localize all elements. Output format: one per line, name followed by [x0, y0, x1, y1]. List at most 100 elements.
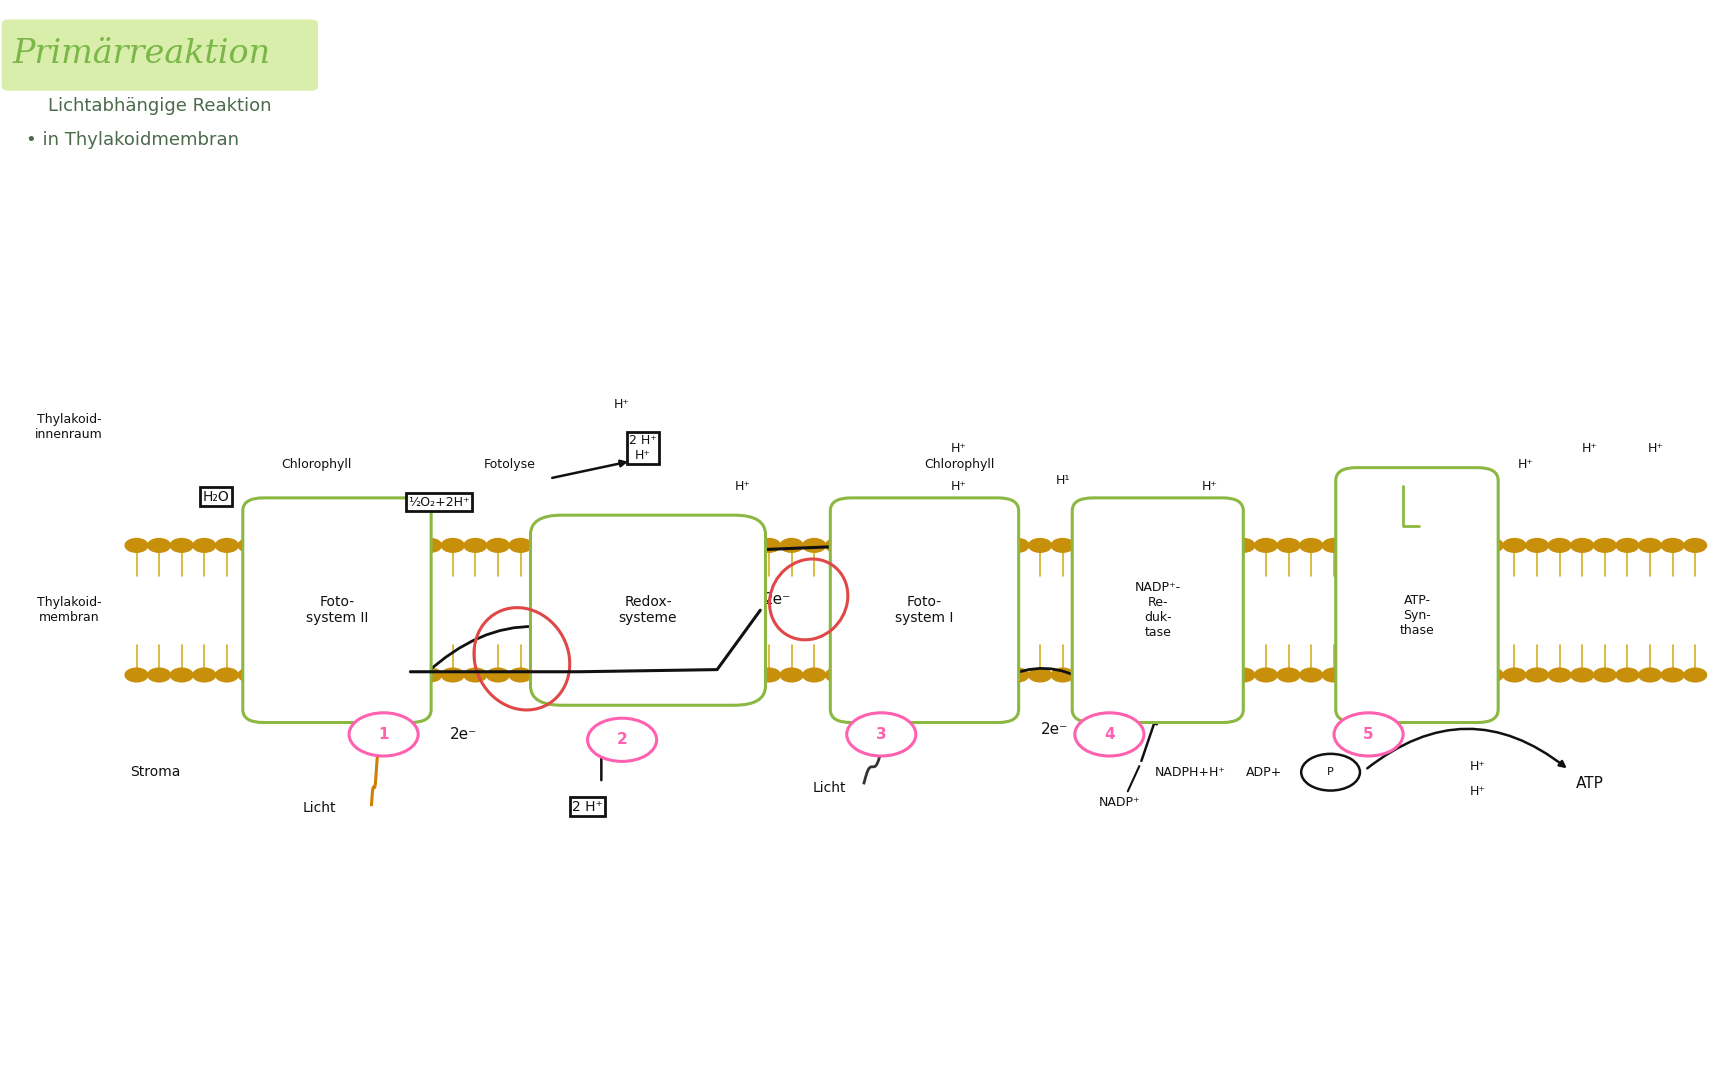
Circle shape: [1163, 538, 1187, 553]
Circle shape: [237, 667, 261, 683]
FancyBboxPatch shape: [1336, 468, 1498, 723]
Circle shape: [961, 538, 985, 553]
Circle shape: [757, 667, 781, 683]
Circle shape: [508, 538, 532, 553]
Circle shape: [1118, 667, 1142, 683]
Text: 2: 2: [617, 732, 627, 747]
Text: H⁺: H⁺: [1581, 442, 1598, 455]
Circle shape: [645, 667, 669, 683]
FancyBboxPatch shape: [2, 19, 318, 91]
Text: 2 H⁺: 2 H⁺: [572, 800, 603, 813]
Circle shape: [463, 667, 487, 683]
Circle shape: [259, 538, 283, 553]
Circle shape: [734, 538, 759, 553]
Text: ½O₂+2H⁺: ½O₂+2H⁺: [408, 496, 470, 509]
Circle shape: [1502, 667, 1526, 683]
Circle shape: [824, 538, 848, 553]
Text: H⁺: H⁺: [734, 480, 752, 492]
Circle shape: [373, 538, 397, 553]
Circle shape: [1255, 667, 1279, 683]
Circle shape: [1185, 538, 1210, 553]
Circle shape: [1028, 667, 1052, 683]
FancyBboxPatch shape: [831, 498, 1020, 723]
Circle shape: [1593, 538, 1617, 553]
Circle shape: [553, 667, 577, 683]
Circle shape: [486, 667, 510, 683]
Text: Chlorophyll: Chlorophyll: [282, 458, 351, 471]
Text: NADP⁺-
Re-
duk-
tase: NADP⁺- Re- duk- tase: [1135, 581, 1180, 639]
Text: Foto-
system II: Foto- system II: [306, 595, 368, 625]
Circle shape: [1073, 667, 1097, 683]
Circle shape: [802, 667, 826, 683]
Circle shape: [1163, 667, 1187, 683]
Circle shape: [1479, 667, 1503, 683]
Text: 2e⁻: 2e⁻: [764, 592, 791, 607]
Text: Licht: Licht: [812, 782, 847, 795]
Text: Fotolyse: Fotolyse: [484, 458, 536, 471]
Circle shape: [734, 667, 759, 683]
Circle shape: [983, 538, 1007, 553]
Circle shape: [530, 538, 555, 553]
Text: H⁺: H⁺: [950, 442, 968, 455]
Circle shape: [1389, 667, 1414, 683]
Text: 1: 1: [378, 727, 389, 742]
Text: H⁺: H⁺: [1647, 442, 1664, 455]
Text: NADP⁺: NADP⁺: [1099, 796, 1140, 809]
Circle shape: [600, 538, 624, 553]
Circle shape: [508, 667, 532, 683]
Circle shape: [192, 667, 216, 683]
Text: Foto-
system I: Foto- system I: [895, 595, 954, 625]
Circle shape: [349, 713, 418, 756]
Circle shape: [1616, 667, 1640, 683]
Circle shape: [1006, 538, 1030, 553]
Text: NADPH+H⁺: NADPH+H⁺: [1154, 766, 1225, 779]
Text: Stroma: Stroma: [130, 766, 181, 779]
Circle shape: [824, 667, 848, 683]
Circle shape: [1299, 538, 1324, 553]
Text: H⁺: H⁺: [1469, 785, 1486, 798]
Text: H⁺: H⁺: [1201, 480, 1218, 492]
Circle shape: [892, 667, 916, 683]
Circle shape: [1028, 538, 1052, 553]
Circle shape: [396, 667, 420, 683]
Circle shape: [869, 538, 893, 553]
Circle shape: [1301, 754, 1360, 791]
FancyBboxPatch shape: [242, 498, 432, 723]
Circle shape: [1367, 538, 1391, 553]
Circle shape: [1344, 538, 1369, 553]
Circle shape: [1524, 667, 1548, 683]
Text: Chlorophyll: Chlorophyll: [924, 458, 994, 471]
Circle shape: [622, 538, 646, 553]
Circle shape: [1434, 538, 1458, 553]
Circle shape: [553, 538, 577, 553]
Circle shape: [645, 538, 669, 553]
Circle shape: [1322, 667, 1346, 683]
Circle shape: [418, 667, 442, 683]
Circle shape: [1118, 538, 1142, 553]
Circle shape: [169, 538, 194, 553]
Circle shape: [1185, 667, 1210, 683]
Circle shape: [892, 538, 916, 553]
Circle shape: [588, 718, 657, 761]
Circle shape: [1412, 538, 1436, 553]
Text: 2e⁻: 2e⁻: [1040, 721, 1068, 737]
Circle shape: [396, 538, 420, 553]
Circle shape: [847, 667, 871, 683]
Circle shape: [306, 667, 330, 683]
Circle shape: [169, 667, 194, 683]
Circle shape: [1299, 667, 1324, 683]
Circle shape: [147, 538, 171, 553]
Circle shape: [1616, 538, 1640, 553]
Circle shape: [441, 538, 465, 553]
Circle shape: [441, 667, 465, 683]
Circle shape: [1548, 667, 1572, 683]
Circle shape: [192, 538, 216, 553]
Circle shape: [373, 667, 397, 683]
Circle shape: [1277, 538, 1301, 553]
Circle shape: [147, 667, 171, 683]
Circle shape: [779, 667, 804, 683]
Circle shape: [1434, 667, 1458, 683]
Circle shape: [1367, 667, 1391, 683]
Circle shape: [328, 667, 353, 683]
Circle shape: [1683, 538, 1707, 553]
